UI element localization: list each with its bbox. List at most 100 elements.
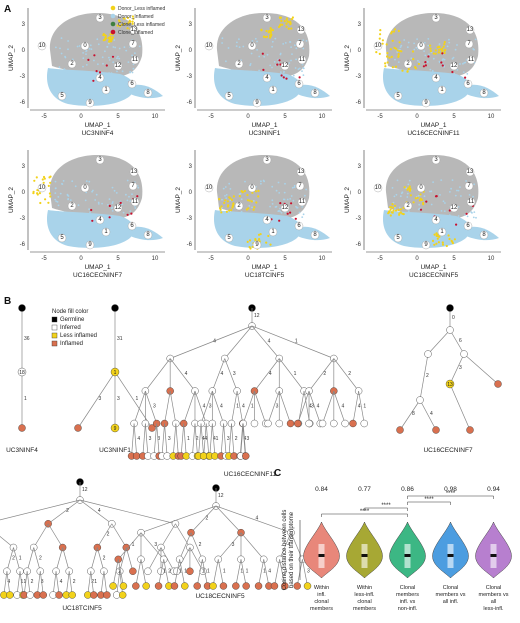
svg-text:3: 3 bbox=[98, 15, 102, 21]
tree-edge bbox=[145, 390, 157, 424]
edge-label: 1 bbox=[24, 396, 27, 402]
edge-label: 1 bbox=[94, 579, 97, 585]
tree-node bbox=[132, 582, 140, 590]
y-axis-label: Cosine distance between cells bbox=[282, 510, 288, 591]
tree-node bbox=[270, 582, 279, 590]
svg-text:4: 4 bbox=[265, 217, 269, 223]
edge-label: 4 bbox=[284, 569, 287, 575]
edge-label: 31 bbox=[117, 336, 123, 342]
tree-node bbox=[264, 419, 272, 428]
svg-text:1: 1 bbox=[104, 229, 108, 235]
tree-edge bbox=[0, 499, 81, 521]
y-tick-label: -3 bbox=[356, 74, 362, 80]
tree-node bbox=[68, 591, 76, 599]
tree-edge bbox=[6, 571, 11, 596]
edge-label: 3 bbox=[153, 403, 156, 409]
y-tick-label: 3 bbox=[358, 164, 362, 170]
edge-label: 4 bbox=[243, 436, 246, 442]
y-tick-label: 0 bbox=[358, 190, 362, 196]
edge-label: 1 bbox=[251, 403, 254, 409]
edge-label: 3 bbox=[246, 436, 249, 442]
tree-node bbox=[170, 582, 179, 590]
cluster-label: 1 bbox=[437, 227, 447, 237]
sample-label: UC16CECNINF7 bbox=[73, 272, 123, 279]
svg-text:7: 7 bbox=[298, 183, 302, 189]
svg-text:****: **** bbox=[424, 497, 434, 503]
tree-edge bbox=[352, 390, 359, 424]
svg-text:2: 2 bbox=[237, 61, 241, 67]
edge-label: 3 bbox=[276, 403, 279, 409]
tree-sample-label: UC16CECNINF11 bbox=[224, 471, 277, 478]
svg-text:0: 0 bbox=[250, 43, 254, 49]
tree-node bbox=[103, 591, 111, 599]
umap-legend-item: Clone_Less inflamed bbox=[110, 21, 165, 28]
tree-edge bbox=[77, 371, 116, 429]
tree-edge bbox=[26, 547, 35, 572]
svg-text:0: 0 bbox=[250, 185, 254, 191]
cluster-label: 11 bbox=[297, 55, 307, 65]
y-tick-label: 0 bbox=[22, 190, 26, 196]
significance-bracket: **** bbox=[407, 491, 494, 499]
tree-legend-item: Inferred bbox=[51, 324, 81, 331]
svg-text:1: 1 bbox=[114, 370, 117, 376]
cluster-label: 13 bbox=[129, 25, 139, 35]
tree-node bbox=[254, 582, 263, 590]
tree-node bbox=[330, 419, 338, 428]
category-label: clonal bbox=[314, 599, 328, 605]
tree-edge bbox=[179, 532, 192, 560]
cluster-label: 4 bbox=[262, 215, 272, 225]
edge-label: 2 bbox=[196, 436, 199, 442]
edge-label: 4 bbox=[202, 436, 205, 442]
y-axis-label: UMAP_2 bbox=[8, 45, 15, 71]
cluster-label: 9 bbox=[85, 240, 95, 250]
tree-edge bbox=[254, 358, 280, 392]
median-marker bbox=[361, 554, 368, 557]
tree-edge bbox=[160, 547, 175, 572]
tree-edge bbox=[278, 358, 305, 392]
tree-edge bbox=[172, 423, 177, 457]
tree-edge bbox=[290, 532, 303, 560]
tree-node bbox=[349, 419, 357, 428]
edge-label: 6 bbox=[459, 338, 462, 344]
median-marker bbox=[490, 554, 497, 557]
tree-node bbox=[460, 350, 468, 358]
y-tick-label: -3 bbox=[187, 74, 193, 80]
svg-text:****: **** bbox=[381, 503, 391, 509]
category-label: all infl. bbox=[443, 599, 459, 605]
edge-label: 4 bbox=[268, 569, 271, 575]
tree-edge bbox=[65, 571, 70, 596]
tree-edge bbox=[97, 547, 105, 572]
tree-edge bbox=[183, 423, 187, 457]
svg-text:12: 12 bbox=[451, 205, 458, 211]
edge-label: 4 bbox=[242, 403, 245, 409]
tree-edge bbox=[240, 532, 264, 560]
umap-legend-item: Donor_Less inflamed bbox=[110, 5, 165, 12]
svg-text:7: 7 bbox=[467, 41, 471, 47]
cluster-label: 1 bbox=[268, 227, 278, 237]
tree-edge bbox=[19, 571, 24, 596]
svg-text:8: 8 bbox=[146, 90, 150, 96]
edge-label: 12 bbox=[82, 487, 88, 493]
edge-label: 2 bbox=[199, 542, 202, 548]
edge-label: 4 bbox=[317, 403, 320, 409]
cluster-label: 10 bbox=[204, 41, 214, 51]
svg-text:1: 1 bbox=[104, 87, 108, 93]
svg-text:3: 3 bbox=[434, 15, 438, 21]
cluster-label: 5 bbox=[393, 233, 403, 243]
tree-edge bbox=[90, 571, 95, 596]
tree-edge bbox=[200, 390, 213, 424]
tree-edge bbox=[279, 532, 292, 560]
tree-edge bbox=[239, 423, 244, 457]
tree-node bbox=[148, 424, 156, 432]
edge-label: 2 bbox=[348, 371, 351, 377]
y-tick-label: -3 bbox=[356, 216, 362, 222]
x-tick-label: -5 bbox=[377, 114, 383, 120]
tree-edge bbox=[100, 571, 105, 596]
edge-label: 2 bbox=[426, 373, 429, 379]
tree-edge bbox=[297, 390, 310, 424]
svg-text:8: 8 bbox=[313, 90, 317, 96]
tree-node bbox=[281, 582, 289, 590]
edge-label: 3 bbox=[117, 396, 120, 402]
